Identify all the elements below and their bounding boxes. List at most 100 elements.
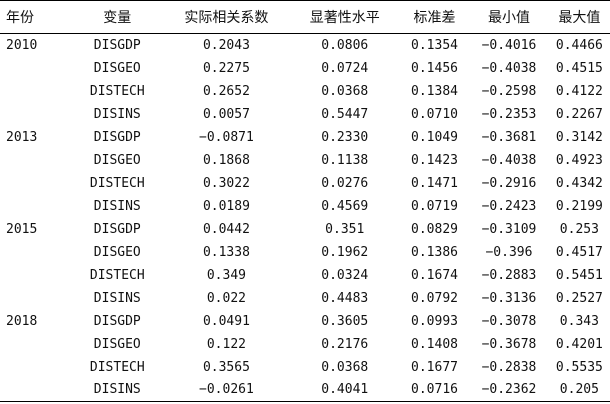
year-cell <box>0 287 71 310</box>
std-dev-cell: 0.1423 <box>411 152 458 168</box>
year-cell: 2015 <box>6 221 38 237</box>
max-cell: 0.3142 <box>555 129 603 145</box>
significance-cell: 0.351 <box>325 221 365 237</box>
correlation-cell: 0.2652 <box>202 83 250 99</box>
significance-cell: 0.0806 <box>321 37 369 53</box>
table-body: 2010 DISGDP 0.2043 0.0806 0.1354 −0.4016 0.446… <box>0 34 610 402</box>
year-cell <box>0 57 71 80</box>
std-dev-cell: 0.0710 <box>411 106 458 122</box>
significance-cell: 0.2176 <box>321 336 369 352</box>
max-cell: 0.2199 <box>555 198 603 214</box>
variable-cell: DISGDP <box>93 221 141 237</box>
correlation-cell: 0.0442 <box>202 221 250 237</box>
year-cell <box>0 378 72 402</box>
year-cell <box>0 241 71 264</box>
year-cell <box>0 356 71 379</box>
std-dev-cell: 0.1384 <box>411 83 458 99</box>
correlation-cell: 0.3022 <box>202 175 250 191</box>
correlation-cell: −0.0261 <box>163 378 290 402</box>
max-cell: 0.5451 <box>555 267 603 283</box>
table-header: 年份 变量 实际相关系数 显著性水平 标准差 最小值 最大值 <box>0 0 610 34</box>
correlation-cell: 0.0491 <box>202 313 250 329</box>
variable-cell: DISGEO <box>93 152 141 168</box>
min-cell: −0.396 <box>485 244 533 260</box>
std-dev-cell: 0.1677 <box>411 359 458 375</box>
min-cell: −0.2838 <box>481 359 537 375</box>
table-row: DISGEO 0.2275 0.0724 0.1456 −0.4038 0.4515 <box>0 57 610 80</box>
correlation-cell: 0.1868 <box>202 152 250 168</box>
table-row: DISTECH 0.2652 0.0368 0.1384 −0.2598 0.4122 <box>0 80 610 103</box>
max-cell: 0.4466 <box>555 37 603 53</box>
std-dev-cell: 0.1049 <box>411 129 458 145</box>
min-cell: −0.2353 <box>481 106 537 122</box>
correlation-cell: −0.0871 <box>199 129 254 145</box>
significance-cell: 0.0368 <box>321 359 369 375</box>
max-cell: 0.2527 <box>555 290 603 306</box>
correlation-cell: 0.0189 <box>202 198 250 214</box>
max-cell: 0.4923 <box>555 152 603 168</box>
year-cell <box>0 149 71 172</box>
variable-cell: DISGDP <box>93 313 141 329</box>
significance-cell: 0.1962 <box>321 244 369 260</box>
header-correlation: 实际相关系数 <box>163 0 290 34</box>
min-cell: −0.4016 <box>481 37 537 53</box>
significance-cell: 0.5447 <box>321 106 369 122</box>
correlation-cell: 0.022 <box>206 290 246 306</box>
min-cell: −0.4038 <box>481 152 537 168</box>
correlation-cell: 0.1338 <box>202 244 250 260</box>
year-cell: 2010 <box>6 37 38 53</box>
significance-cell: 0.3605 <box>321 313 369 329</box>
significance-cell: 0.0276 <box>321 175 369 191</box>
std-dev-cell: 0.0716 <box>399 378 470 402</box>
variable-cell: DISTECH <box>89 359 145 375</box>
max-cell: 0.4517 <box>555 244 603 260</box>
min-cell: −0.3109 <box>481 221 537 237</box>
std-dev-cell: 0.0719 <box>411 198 458 214</box>
std-dev-cell: 0.1471 <box>411 175 458 191</box>
std-dev-cell: 0.1674 <box>411 267 458 283</box>
year-cell <box>0 195 71 218</box>
max-cell: 0.343 <box>559 313 599 329</box>
std-dev-cell: 0.0993 <box>411 313 458 329</box>
header-significance: 显著性水平 <box>289 0 400 34</box>
year-cell <box>0 80 71 103</box>
max-cell: 0.2267 <box>555 106 603 122</box>
max-cell: 0.4201 <box>555 336 603 352</box>
header-variable: 变量 <box>71 0 164 34</box>
table-row: 2015 DISGDP 0.0442 0.351 0.0829 −0.3109 0.253 <box>0 218 610 241</box>
header-row: 年份 变量 实际相关系数 显著性水平 标准差 最小值 最大值 <box>0 0 610 34</box>
correlation-cell: 0.3565 <box>202 359 250 375</box>
min-cell: −0.3078 <box>481 313 537 329</box>
table-row: DISTECH 0.3022 0.0276 0.1471 −0.2916 0.4342 <box>0 172 610 195</box>
correlation-cell: 0.122 <box>206 336 246 352</box>
correlation-cell: 0.2275 <box>202 60 250 76</box>
significance-cell: 0.4569 <box>321 198 369 214</box>
year-cell: 2013 <box>6 129 38 145</box>
min-cell: −0.4038 <box>481 60 537 76</box>
min-cell: −0.3681 <box>481 129 537 145</box>
significance-cell: 0.0368 <box>321 83 369 99</box>
min-cell: −0.3136 <box>481 290 537 306</box>
max-cell: 0.4122 <box>555 83 603 99</box>
min-cell: −0.2598 <box>481 83 537 99</box>
table-row: 2010 DISGDP 0.2043 0.0806 0.1354 −0.4016 0.446… <box>0 34 610 57</box>
min-cell: −0.2883 <box>481 267 537 283</box>
significance-cell: 0.2330 <box>321 129 369 145</box>
min-cell: −0.2423 <box>481 198 537 214</box>
significance-cell: 0.0724 <box>321 60 369 76</box>
std-dev-cell: 0.0829 <box>411 221 458 237</box>
year-cell <box>0 103 71 126</box>
table-row: DISINS 0.022 0.4483 0.0792 −0.3136 0.2527 <box>0 287 610 310</box>
table-row: DISINS 0.0189 0.4569 0.0719 −0.2423 0.2199 <box>0 195 610 218</box>
max-cell: 0.253 <box>559 221 599 237</box>
year-cell <box>0 264 71 287</box>
min-cell: −0.2916 <box>481 175 537 191</box>
max-cell: 0.4515 <box>555 60 603 76</box>
table-row: 2013 DISGDP −0.0871 0.2330 0.1049 −0.3681 0.31… <box>0 126 610 149</box>
header-std-dev: 标准差 <box>399 0 470 34</box>
variable-cell: DISTECH <box>89 83 145 99</box>
variable-cell: DISGEO <box>93 60 141 76</box>
variable-cell: DISGDP <box>93 37 141 53</box>
